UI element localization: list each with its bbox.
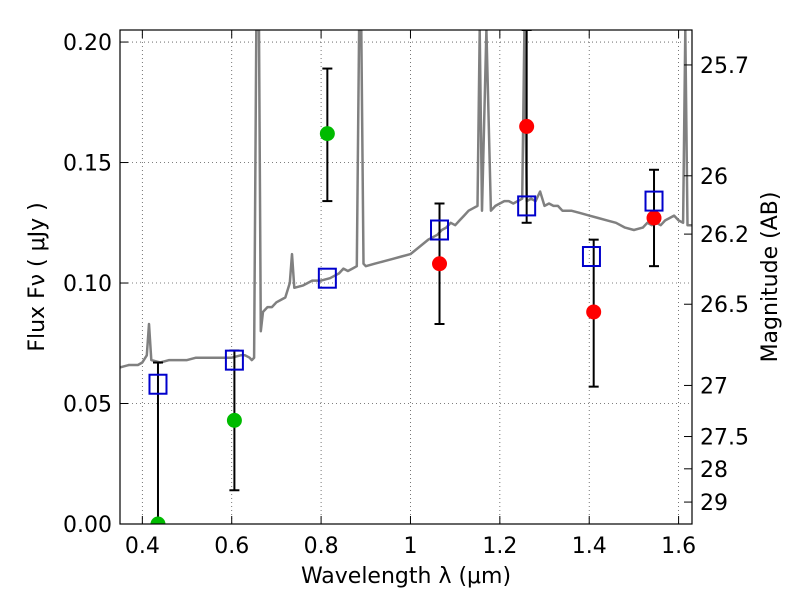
right-tick-label: 26 [700, 165, 728, 190]
data-point-square [224, 349, 244, 371]
y-tick-label: 0.00 [63, 513, 112, 538]
y-tick-label: 0.20 [63, 31, 112, 56]
x-tick-label: 1.4 [572, 534, 607, 559]
axis-ticks: 0.4 0.6 0.8 1 1.2 1.4 1.6 0.00 0.05 0.10 0.15 0.20 2… [63, 30, 749, 559]
data-point-square [430, 219, 450, 241]
data-point-circle [646, 210, 662, 226]
right-tick-label: 27 [700, 374, 728, 399]
x-tick-label: 0.8 [304, 534, 339, 559]
data-point-circle [150, 516, 166, 524]
x-tick-label: 1.6 [661, 534, 696, 559]
right-tick-label: 25.7 [700, 54, 749, 79]
plot-area [120, 30, 692, 524]
data-point-circle [586, 304, 602, 320]
x-tick-label: 0.6 [214, 534, 249, 559]
data-point-circle [432, 256, 448, 272]
right-tick-label: 28 [700, 458, 728, 483]
model-spectrum-line [120, 30, 692, 369]
data-point-square [148, 373, 168, 395]
data-point-circle [226, 412, 242, 428]
y-tick-label: 0.10 [63, 272, 112, 297]
x-axis-label: Wavelength λ (μm) [301, 564, 511, 589]
data-point-square [517, 195, 537, 217]
right-axis-label: Magnitude (AB) [758, 192, 783, 363]
x-tick-label: 0.4 [125, 534, 160, 559]
data-point-circle [519, 118, 535, 134]
y-tick-label: 0.05 [63, 393, 112, 418]
x-tick-label: 1 [403, 534, 417, 559]
right-tick-label: 27.5 [700, 426, 749, 451]
right-tick-label: 26.2 [700, 223, 749, 248]
y-axis-label: Flux Fν ( μJy ) [25, 202, 50, 351]
y-tick-label: 0.15 [63, 152, 112, 177]
data-point-square [581, 246, 601, 268]
right-tick-label: 29 [700, 491, 728, 516]
right-tick-label: 26.5 [700, 293, 749, 318]
data-point-circle [319, 126, 335, 142]
data-point-square [317, 267, 337, 289]
x-tick-label: 1.2 [482, 534, 517, 559]
plot-frame [119, 29, 693, 525]
data-point-square [644, 190, 664, 212]
